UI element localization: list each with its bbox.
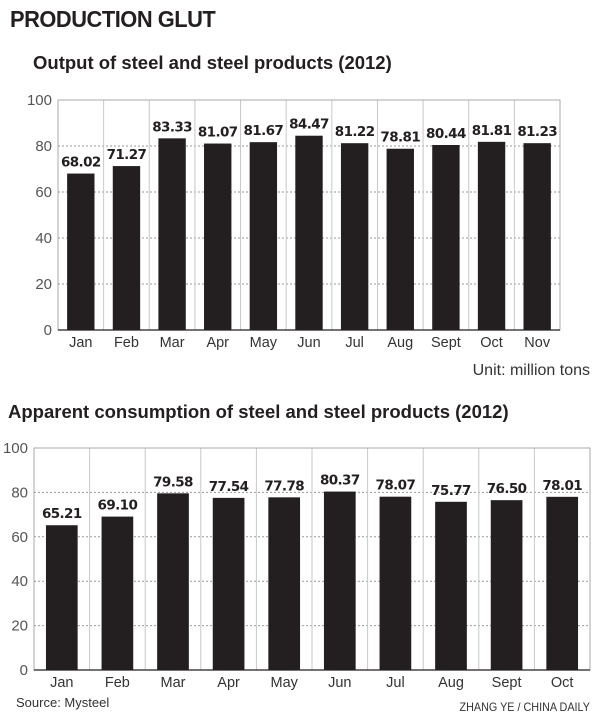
data-label: 75.77 <box>431 483 471 499</box>
y-tick-label: 0 <box>44 322 52 339</box>
data-label: 78.81 <box>380 130 420 146</box>
data-label: 80.44 <box>426 126 466 142</box>
data-label: 69.10 <box>98 498 138 514</box>
data-label: 71.27 <box>107 147 147 163</box>
y-tick-label: 60 <box>11 529 28 546</box>
bar-feb <box>112 166 141 330</box>
bar-feb <box>101 516 134 670</box>
credit: ZHANG YE / CHINA DAILY <box>459 700 590 714</box>
data-label: 78.01 <box>542 478 582 494</box>
x-tick-label: Apr <box>206 335 229 351</box>
data-label: 65.21 <box>42 506 82 522</box>
y-tick-label: 40 <box>11 573 28 590</box>
x-tick-label: Jun <box>297 335 320 351</box>
y-tick-label: 0 <box>20 662 28 679</box>
data-label: 81.81 <box>472 123 512 139</box>
data-label: 80.37 <box>320 473 360 489</box>
bar-mar <box>157 493 189 670</box>
bar-oct <box>546 496 579 670</box>
bar-oct <box>477 141 506 330</box>
bar-nov <box>523 143 551 330</box>
bar-aug <box>435 501 467 670</box>
data-label: 77.54 <box>209 479 249 495</box>
bar-jan <box>45 525 78 670</box>
data-label: 81.23 <box>517 124 557 140</box>
y-tick-label: 100 <box>3 440 28 457</box>
chart-title-output: Output of steel and steel products (2012… <box>33 52 392 73</box>
x-tick-label: Jan <box>50 675 73 691</box>
bar-apr <box>204 143 232 330</box>
x-tick-label: Feb <box>105 675 130 691</box>
bar-sept <box>432 144 460 330</box>
source-note: Source: Mysteel <box>16 695 110 710</box>
x-tick-label: Sept <box>492 675 522 691</box>
y-tick-label: 20 <box>35 276 52 293</box>
x-tick-label: Mar <box>160 335 185 351</box>
bar-aug <box>386 148 414 330</box>
x-tick-label: Jul <box>386 675 405 691</box>
bar-jun <box>295 135 323 330</box>
data-label: 83.33 <box>152 119 192 135</box>
x-tick-label: Nov <box>524 335 551 351</box>
chart-title-consumption: Apparent consumption of steel and steel … <box>8 401 509 422</box>
x-tick-label: Jul <box>345 335 364 351</box>
data-label: 76.50 <box>487 481 527 497</box>
x-tick-label: May <box>250 335 278 351</box>
data-label: 78.07 <box>376 478 416 494</box>
x-tick-label: Aug <box>438 675 464 691</box>
y-tick-label: 60 <box>35 184 52 201</box>
x-tick-label: Aug <box>387 335 413 351</box>
x-tick-label: Oct <box>551 675 574 691</box>
bar-may <box>249 142 278 330</box>
y-tick-label: 100 <box>27 92 52 109</box>
data-label: 81.67 <box>244 123 284 139</box>
y-tick-label: 20 <box>11 618 28 635</box>
y-tick-label: 80 <box>35 138 52 155</box>
data-label: 84.47 <box>289 117 329 133</box>
bar-apr <box>212 497 245 670</box>
y-tick-label: 40 <box>35 230 52 247</box>
x-tick-label: Jan <box>69 335 92 351</box>
bar-jul <box>379 496 412 670</box>
x-tick-label: Mar <box>161 675 186 691</box>
x-tick-label: Jun <box>328 675 351 691</box>
x-tick-label: Feb <box>114 335 139 351</box>
data-label: 81.07 <box>198 125 238 141</box>
data-label: 79.58 <box>153 474 193 490</box>
x-tick-label: Apr <box>217 675 240 691</box>
bar-mar <box>158 138 186 330</box>
unit-label: Unit: million tons <box>472 362 590 379</box>
bar-jan <box>67 173 95 330</box>
bar-jul <box>340 143 369 330</box>
x-tick-label: Oct <box>480 335 503 351</box>
headline: PRODUCTION GLUT <box>10 6 216 32</box>
data-label: 81.22 <box>335 124 375 140</box>
bar-may <box>268 497 301 670</box>
y-tick-label: 80 <box>11 484 28 501</box>
data-label: 68.02 <box>61 155 101 171</box>
bar-jun <box>323 491 356 670</box>
x-tick-label: May <box>270 675 298 691</box>
bar-sept <box>490 500 523 670</box>
data-label: 77.78 <box>264 478 304 494</box>
x-tick-label: Sept <box>431 335 461 351</box>
